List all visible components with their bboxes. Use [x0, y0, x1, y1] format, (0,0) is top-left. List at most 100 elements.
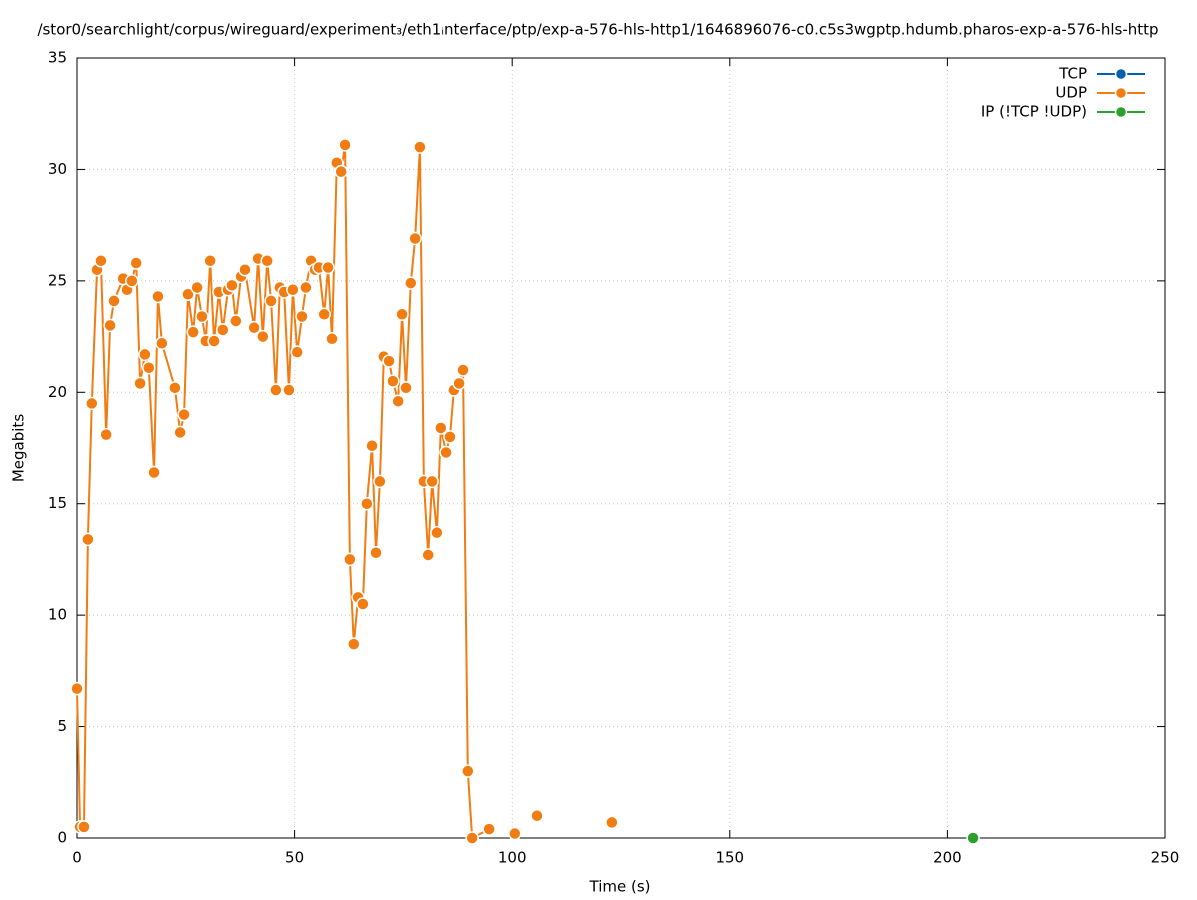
data-point	[413, 140, 427, 154]
x-tick-label: 200	[933, 849, 962, 867]
data-point	[155, 336, 169, 351]
data-point	[138, 347, 152, 362]
y-tick-label: 35	[48, 49, 67, 67]
y-tick-label: 5	[57, 717, 67, 735]
data-point	[317, 307, 331, 322]
legend-marker	[1114, 67, 1128, 81]
data-point	[290, 345, 304, 359]
data-point	[382, 354, 396, 368]
data-point	[295, 309, 309, 324]
data-point	[408, 231, 422, 246]
y-tick-label: 10	[48, 606, 67, 624]
data-point	[334, 164, 348, 179]
x-tick-label: 50	[285, 849, 304, 867]
x-axis-label: Time (s)	[589, 878, 651, 896]
data-point	[269, 383, 283, 397]
data-point	[207, 334, 221, 348]
data-point	[360, 496, 374, 511]
data-point	[190, 280, 204, 295]
data-point	[461, 764, 475, 778]
data-point	[356, 597, 370, 611]
data-point	[203, 254, 217, 268]
data-point	[107, 294, 121, 308]
data-point	[404, 276, 418, 290]
data-point	[508, 826, 522, 841]
data-point	[129, 256, 143, 270]
data-point	[482, 822, 496, 836]
data-point	[434, 421, 448, 435]
data-point	[173, 425, 187, 440]
data-point	[321, 260, 335, 275]
chart-title: /stor0/searchlight/corpus/wireguard/expe…	[37, 21, 1158, 39]
data-point	[465, 831, 479, 845]
plot-frame	[76, 57, 1166, 839]
data-point	[605, 815, 619, 830]
x-tick-label: 150	[715, 849, 744, 867]
x-tick-label: 100	[498, 849, 527, 867]
data-point	[282, 383, 296, 397]
data-point	[347, 637, 361, 651]
data-point	[147, 465, 161, 480]
x-tick-label: 0	[72, 849, 82, 867]
data-point	[399, 381, 413, 395]
data-point	[443, 430, 457, 444]
data-point	[395, 307, 409, 322]
data-point	[530, 808, 544, 823]
data-point	[195, 309, 209, 324]
data-point	[456, 363, 470, 377]
y-tick-label: 30	[48, 160, 67, 178]
data-point	[142, 361, 156, 375]
data-point	[151, 289, 165, 304]
data-point	[103, 318, 117, 333]
data-point	[77, 820, 91, 834]
x-tick-label: 250	[1151, 849, 1180, 867]
data-point	[343, 552, 357, 567]
data-point	[177, 407, 191, 422]
data-point	[247, 320, 261, 335]
data-point	[373, 474, 387, 489]
y-tick-label: 20	[48, 383, 67, 401]
data-point	[365, 439, 379, 453]
data-point	[168, 381, 182, 395]
data-point	[369, 545, 383, 560]
data-point	[70, 681, 84, 696]
data-point	[94, 254, 108, 268]
y-tick-label: 25	[48, 271, 67, 289]
data-point	[125, 274, 139, 288]
data-point	[286, 283, 300, 297]
y-tick-label: 15	[48, 494, 67, 512]
legend-label: IP (!TCP !UDP)	[981, 103, 1087, 121]
data-point	[391, 394, 405, 408]
data-point	[338, 138, 352, 152]
data-point	[133, 376, 147, 391]
data-point	[425, 474, 439, 489]
data-point	[299, 280, 313, 295]
data-point	[81, 532, 95, 547]
data-point	[260, 254, 274, 268]
y-axis-label: Megabits	[10, 414, 28, 482]
data-point	[238, 262, 252, 277]
data-point	[181, 287, 195, 301]
data-point	[966, 831, 980, 845]
y-tick-label: 0	[57, 829, 67, 847]
data-point	[439, 445, 453, 460]
legend-marker	[1114, 86, 1128, 100]
data-point	[186, 325, 200, 339]
data-point	[85, 396, 99, 411]
data-point	[216, 323, 230, 337]
legend-label: TCP	[1058, 65, 1087, 83]
series-line	[77, 145, 612, 838]
data-point	[225, 278, 239, 293]
data-point	[229, 314, 243, 328]
legend-marker	[1114, 105, 1128, 119]
data-point	[430, 525, 444, 540]
data-point	[264, 294, 278, 308]
data-point	[386, 374, 400, 388]
data-point	[256, 329, 270, 344]
data-point	[452, 376, 466, 391]
legend-label: UDP	[1055, 84, 1087, 102]
data-point	[325, 332, 339, 346]
data-point	[99, 427, 113, 442]
